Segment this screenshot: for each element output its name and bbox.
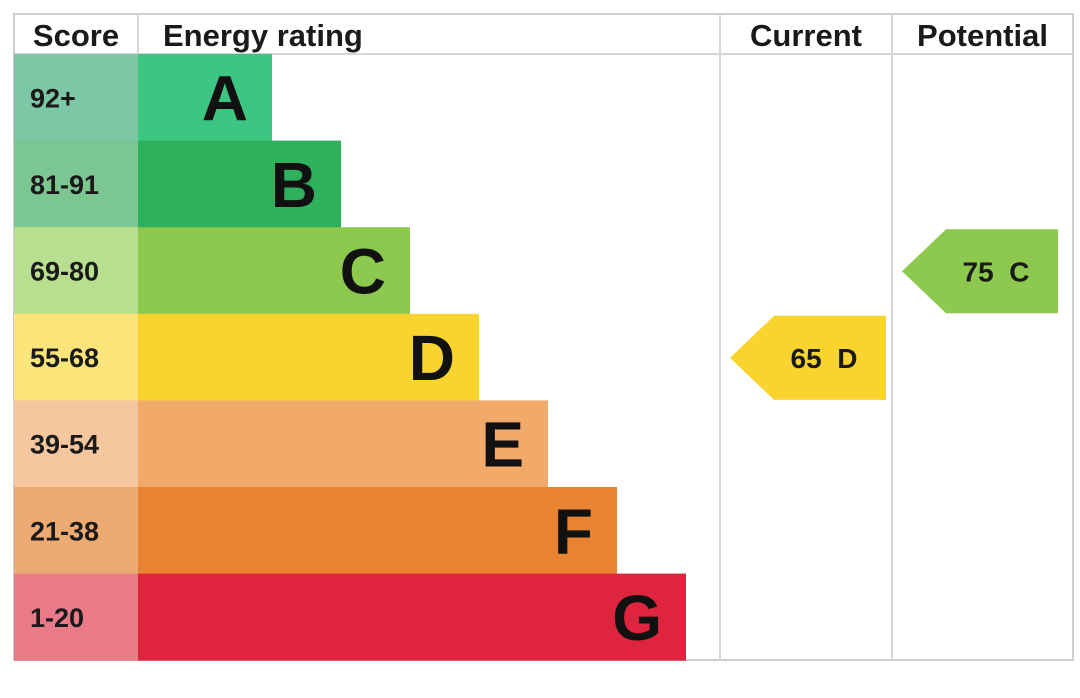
score-label: 81-91 xyxy=(30,170,99,200)
potential-marker-arrow xyxy=(902,229,1058,314)
header-energy-rating: Energy rating xyxy=(163,18,363,53)
score-cell xyxy=(14,54,138,142)
rating-letter: C xyxy=(340,236,386,308)
header-score: Score xyxy=(33,18,119,53)
rating-letter: A xyxy=(202,62,248,134)
score-label: 92+ xyxy=(30,83,76,113)
rating-letter: D xyxy=(409,322,455,394)
rating-letter: F xyxy=(554,495,593,567)
rating-bar-d xyxy=(138,313,479,401)
rating-bar-f xyxy=(138,487,617,575)
rating-letter: E xyxy=(481,409,524,481)
header-potential: Potential xyxy=(917,18,1048,53)
rating-bar-c xyxy=(138,227,410,315)
score-cell xyxy=(14,400,138,488)
score-label: 69-80 xyxy=(30,257,99,287)
score-cell xyxy=(14,227,138,315)
score-cell xyxy=(14,573,138,661)
rating-letter: B xyxy=(271,149,317,221)
current-marker-arrow xyxy=(730,315,886,400)
rating-letter: G xyxy=(612,582,662,654)
score-cell xyxy=(14,487,138,575)
score-cell xyxy=(14,313,138,401)
score-label: 55-68 xyxy=(30,343,99,373)
rating-bar-a xyxy=(138,54,272,142)
rating-bands: 92+ A 81-91 B 69-80 C 55-68 D 39-54 E 21-38 F 1-20 G xyxy=(14,54,686,661)
rating-bar-g xyxy=(138,573,686,661)
score-cell xyxy=(14,140,138,228)
rating-markers: 65 D 75 C xyxy=(730,229,1058,400)
score-label: 1-20 xyxy=(30,603,84,633)
chart-headers: Score Energy rating Current Potential xyxy=(33,18,1048,53)
score-label: 39-54 xyxy=(30,430,99,460)
score-label: 21-38 xyxy=(30,516,99,546)
potential-marker-label: 75 C xyxy=(963,256,1030,287)
header-current: Current xyxy=(750,18,862,53)
rating-bar-b xyxy=(138,140,341,228)
rating-bar-e xyxy=(138,400,548,488)
current-marker-label: 65 D xyxy=(791,343,858,374)
